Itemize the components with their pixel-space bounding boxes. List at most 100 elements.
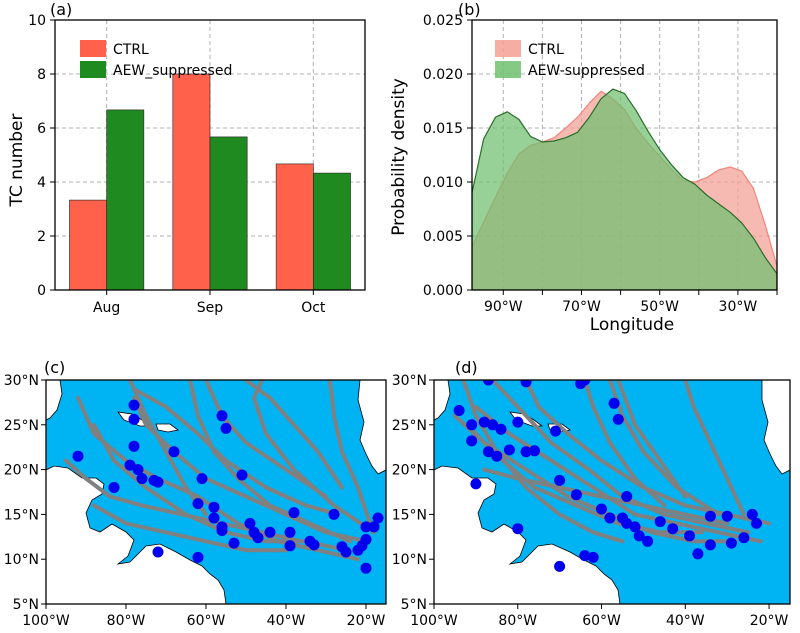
ytick-label: 0.000 bbox=[423, 283, 463, 299]
ytick-label: 0.025 bbox=[423, 13, 463, 29]
xtick-label: Sep bbox=[197, 300, 224, 316]
genesis-point bbox=[495, 423, 507, 435]
land-central-south-america-d bbox=[434, 465, 621, 604]
genesis-point bbox=[587, 551, 599, 563]
panel-b-density-chart: 0.000 0.005 0.010 0.015 0.020 0.025 90°W 70°W 5… bbox=[389, 0, 778, 335]
genesis-point bbox=[192, 498, 204, 510]
ytick-label: 10°N bbox=[4, 552, 39, 568]
xtick-label: 100°W bbox=[410, 613, 458, 629]
genesis-point bbox=[642, 535, 654, 547]
genesis-point bbox=[360, 534, 372, 545]
tc-track bbox=[204, 380, 328, 499]
genesis-point bbox=[520, 446, 532, 458]
genesis-point bbox=[192, 551, 204, 563]
genesis-point bbox=[692, 548, 704, 560]
genesis-point bbox=[340, 546, 352, 558]
tc-track bbox=[132, 387, 340, 517]
genesis-point bbox=[128, 413, 140, 425]
genesis-point bbox=[478, 416, 490, 428]
genesis-point bbox=[208, 512, 220, 524]
land-gulf-coast-d bbox=[434, 380, 451, 421]
genesis-point bbox=[550, 425, 561, 437]
tc-track bbox=[461, 380, 625, 544]
ytick-label: 5°N bbox=[401, 597, 427, 613]
ytick-label: 30°N bbox=[4, 373, 39, 389]
ytick-label: 15°N bbox=[392, 507, 427, 523]
xtick-label: 40°W bbox=[267, 613, 306, 629]
xtick-label: 40°W bbox=[666, 613, 705, 629]
genesis-point bbox=[368, 521, 380, 533]
legend-swatch-ctrl-b bbox=[495, 40, 521, 57]
genesis-point bbox=[108, 482, 120, 493]
ytick-label: 4 bbox=[37, 175, 46, 191]
tc-track bbox=[490, 380, 751, 535]
ytick-label: 10 bbox=[28, 13, 46, 29]
ytick-label: 0 bbox=[37, 283, 46, 299]
land-africa bbox=[357, 380, 386, 475]
genesis-point bbox=[704, 510, 716, 522]
tc-track bbox=[616, 380, 688, 499]
xtick-label: 90°W bbox=[484, 299, 523, 315]
land-gulf-coast bbox=[46, 380, 63, 421]
genesis-point bbox=[244, 517, 256, 529]
legend-swatch-ctrl bbox=[80, 40, 106, 57]
bar-ctrl bbox=[275, 163, 314, 291]
genesis-point bbox=[220, 422, 232, 434]
panel-d-frame bbox=[433, 379, 791, 605]
genesis-point bbox=[236, 469, 248, 481]
genesis-point bbox=[596, 503, 607, 515]
panel-b-label: (b) bbox=[458, 0, 481, 19]
genesis-point bbox=[746, 508, 758, 520]
panel-d-land bbox=[434, 380, 790, 604]
genesis-point bbox=[152, 546, 164, 558]
genesis-point bbox=[704, 539, 716, 551]
genesis-point bbox=[482, 380, 494, 386]
genesis-point bbox=[738, 532, 750, 544]
genesis-point bbox=[554, 560, 566, 572]
legend-swatch-aew-suppressed-b bbox=[495, 61, 521, 78]
genesis-point bbox=[128, 399, 140, 411]
ytick-label: 0.005 bbox=[423, 229, 463, 245]
genesis-point bbox=[132, 464, 144, 476]
genesis-point bbox=[372, 512, 384, 524]
genesis-point bbox=[216, 410, 228, 422]
ytick-label: 0.020 bbox=[423, 67, 463, 83]
xtick-label: Aug bbox=[93, 300, 120, 316]
genesis-point bbox=[288, 507, 300, 519]
land-africa-d bbox=[761, 380, 790, 475]
panel-a-legend: CTRL AEW_suppressed bbox=[80, 40, 232, 79]
genesis-point bbox=[629, 521, 641, 533]
genesis-point bbox=[124, 459, 136, 471]
ytick-label: 0.010 bbox=[423, 175, 463, 191]
genesis-point bbox=[466, 419, 478, 431]
panel-b-frame bbox=[471, 19, 778, 291]
ytick-label: 0.015 bbox=[423, 121, 463, 137]
genesis-point bbox=[136, 473, 148, 485]
genesis-point bbox=[617, 512, 628, 524]
genesis-point bbox=[284, 540, 296, 552]
genesis-point bbox=[482, 446, 494, 458]
genesis-point bbox=[252, 532, 264, 544]
ytick-label: 30°N bbox=[392, 373, 427, 389]
genesis-point bbox=[633, 530, 645, 542]
genesis-point bbox=[579, 550, 591, 562]
legend-label-ctrl-b: CTRL bbox=[528, 42, 564, 58]
legend-label-aew-suppressed-b: AEW-suppressed bbox=[528, 63, 645, 79]
panel-c-label: (c) bbox=[44, 358, 65, 377]
genesis-point bbox=[284, 526, 296, 538]
legend-swatch-aew-suppressed bbox=[80, 61, 106, 78]
panel-b-legend: CTRL AEW-suppressed bbox=[495, 40, 645, 79]
genesis-point bbox=[470, 478, 482, 490]
panel-c-frame bbox=[45, 379, 387, 605]
genesis-point bbox=[604, 512, 616, 524]
xtick-label: 100°W bbox=[22, 613, 70, 629]
bar-ctrl bbox=[69, 199, 107, 291]
genesis-point bbox=[751, 517, 762, 529]
genesis-point bbox=[570, 489, 582, 501]
genesis-point bbox=[216, 525, 228, 536]
genesis-point bbox=[725, 537, 737, 549]
tc-track bbox=[524, 380, 772, 526]
ytick-label: 15°N bbox=[4, 507, 39, 523]
xtick-label: 20°W bbox=[347, 613, 386, 629]
